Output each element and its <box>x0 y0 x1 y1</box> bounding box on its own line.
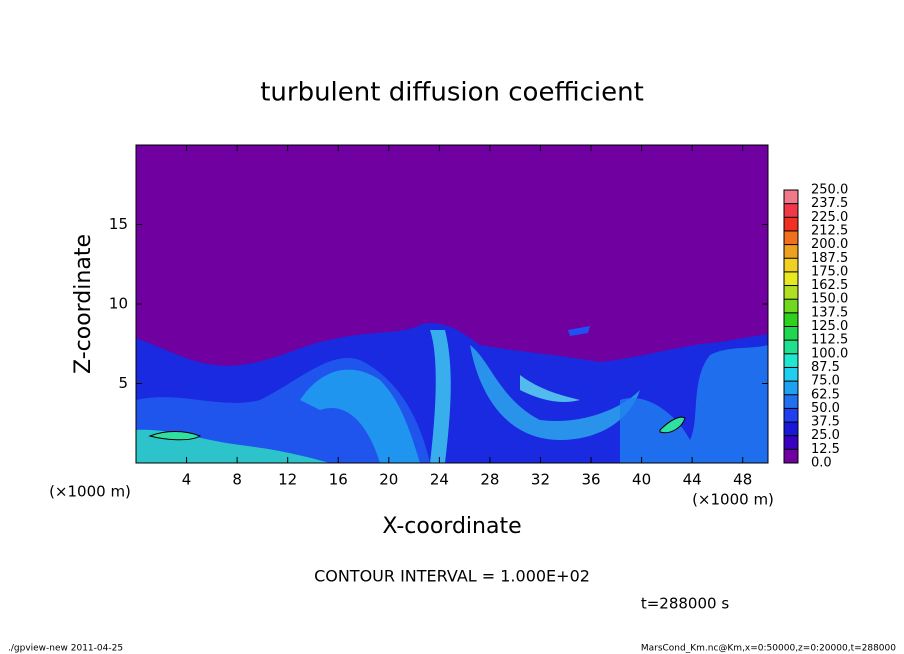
x-tick-label: 28 <box>480 471 499 489</box>
colorbar-band <box>784 190 798 204</box>
x-tick-label: 20 <box>379 471 398 489</box>
colorbar-label: 212.5 <box>811 223 848 238</box>
field-shading <box>568 326 590 336</box>
field-shading <box>430 330 451 463</box>
contour-line <box>659 416 686 434</box>
contour-line <box>148 431 202 441</box>
colorbar-label: 87.5 <box>811 360 840 375</box>
time-label: t=288000 s <box>641 595 729 613</box>
colorbar-band <box>784 435 798 450</box>
chart-title: turbulent diffusion coefficient <box>260 78 644 108</box>
colorbar-label: 137.5 <box>811 305 848 320</box>
colorbar-band <box>784 381 798 395</box>
colorbar-band <box>784 408 798 423</box>
y-tick-label: 10 <box>109 295 128 313</box>
colorbar-band <box>784 299 798 313</box>
x-tick-label: 44 <box>683 471 702 489</box>
y-axis-label: Z-coordinate <box>71 234 96 374</box>
field-shading <box>620 345 768 463</box>
colorbar-band <box>784 340 798 354</box>
y-tick-label: 5 <box>118 374 128 392</box>
colorbar-label: 50.0 <box>811 401 840 416</box>
colorbar-band <box>784 353 798 368</box>
colorbar-label: 162.5 <box>811 278 848 293</box>
colorbar-label: 100.0 <box>811 346 848 361</box>
colorbar-band <box>784 449 798 463</box>
x-tick-label: 32 <box>531 471 550 489</box>
field-shading <box>470 345 640 440</box>
colorbar-label: 237.5 <box>811 196 848 211</box>
x-tick-label: 8 <box>232 471 242 489</box>
colorbar-label: 62.5 <box>811 387 840 402</box>
colorbar-band <box>784 367 798 382</box>
x-tick-label: 24 <box>430 471 449 489</box>
x-tick-label: 16 <box>329 471 348 489</box>
annotation: CONTOUR INTERVAL = 1.000E+02 <box>314 567 590 586</box>
field-shading <box>520 375 580 402</box>
x-unit: (×1000 m) <box>692 491 774 509</box>
colorbar-label: 225.0 <box>811 210 848 225</box>
colorbar-band <box>784 217 798 231</box>
colorbar-band <box>784 394 798 409</box>
field-shading <box>300 369 420 463</box>
colorbar-label: 75.0 <box>811 374 840 389</box>
colorbar-band <box>784 285 798 300</box>
colorbar-label: 37.5 <box>811 415 840 430</box>
colorbar-band <box>784 230 798 245</box>
colorbar-band <box>784 326 798 341</box>
colorbar-label: 25.0 <box>811 428 840 443</box>
field <box>136 145 768 463</box>
x-tick-label: 12 <box>278 471 297 489</box>
colorbar-label: 200.0 <box>811 237 848 252</box>
x-tick-label: 40 <box>632 471 651 489</box>
colorbar-label: 175.0 <box>811 264 848 279</box>
colorbar-label: 250.0 <box>811 183 848 198</box>
colorbar-band <box>784 258 798 272</box>
colorbar-band <box>784 312 798 327</box>
colorbar-label: 150.0 <box>811 292 848 307</box>
colorbar-label: 0.0 <box>811 456 832 471</box>
footer-right: MarsCond_Km.nc@Km,x=0:50000,z=0:20000,t=… <box>641 644 896 654</box>
colorbar-label: 12.5 <box>811 442 840 457</box>
x-tick-label: 36 <box>581 471 600 489</box>
colorbar-label: 125.0 <box>811 319 848 334</box>
x-axis-label: X-coordinate <box>382 514 521 539</box>
x-tick-label: 48 <box>733 471 752 489</box>
x-tick-label: 4 <box>182 471 192 489</box>
footer-left: ./gpview-new 2011-04-25 <box>8 644 123 654</box>
colorbar-band <box>784 244 798 259</box>
colorbar-band <box>784 203 798 218</box>
colorbar-label: 112.5 <box>811 333 848 348</box>
colorbar-label: 187.5 <box>811 251 848 266</box>
y-tick-label: 15 <box>109 215 128 233</box>
colorbar-band <box>784 422 798 436</box>
colorbar-band <box>784 271 798 286</box>
y-unit: (×1000 m) <box>49 483 131 501</box>
